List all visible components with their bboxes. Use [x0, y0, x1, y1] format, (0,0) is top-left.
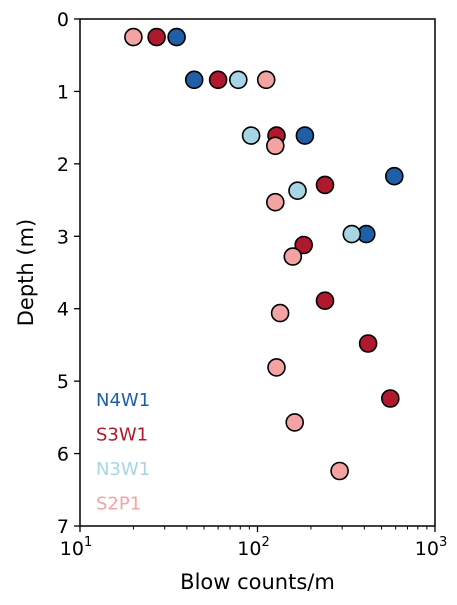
y-tick-label: 0 [57, 9, 69, 31]
point-n3w1 [342, 224, 362, 244]
y-axis: 0 1 2 3 4 5 6 7 [57, 9, 80, 538]
legend-entry-s3w1: S3W1 [96, 425, 148, 446]
point-s2p1 [283, 247, 303, 266]
point-s2p1 [267, 358, 286, 377]
point-n3w1 [241, 126, 261, 145]
point-s2p1 [330, 461, 349, 481]
plot-frame [79, 18, 436, 527]
point-n4w1 [184, 70, 204, 90]
x-tick-label: 101 [60, 535, 92, 560]
y-tick-label: 4 [57, 299, 69, 321]
x-tick-label: 102 [237, 535, 269, 560]
y-tick-label: 5 [57, 371, 69, 393]
point-s3w1 [294, 235, 314, 255]
point-s2p1 [256, 70, 276, 90]
y-tick-label: 3 [57, 226, 69, 248]
point-s3w1 [315, 291, 335, 311]
point-s3w1 [380, 389, 400, 408]
y-axis-label: Depth (m) [14, 219, 38, 326]
legend-entry-n3w1: N3W1 [96, 459, 150, 480]
y-tick-label: 7 [57, 516, 69, 538]
legend: N4W1 S3W1 N3W1 S2P1 [96, 390, 150, 515]
point-s3w1 [147, 27, 166, 47]
y-tick-label: 1 [57, 81, 69, 103]
point-s3w1 [315, 175, 335, 195]
point-n4w1 [295, 126, 315, 145]
y-tick-label: 2 [57, 154, 69, 176]
x-tick-label: 103 [415, 535, 447, 560]
x-axis-label: Blow counts/m [180, 570, 335, 594]
legend-entry-n4w1: N4W1 [96, 390, 150, 411]
legend-entry-s2p1: S2P1 [96, 494, 141, 515]
point-s2p1 [124, 27, 143, 47]
point-s3w1 [208, 70, 228, 90]
point-s3w1 [358, 334, 378, 353]
y-tick-label: 6 [57, 444, 69, 466]
point-s2p1 [270, 303, 290, 323]
point-n4w1 [167, 27, 186, 47]
point-n3w1 [229, 70, 248, 90]
point-s2p1 [285, 413, 305, 432]
point-s2p1 [265, 136, 285, 156]
point-s2p1 [265, 192, 285, 212]
point-n4w1 [384, 166, 404, 186]
x-axis: 101 102 103 [60, 526, 447, 560]
point-n3w1 [288, 181, 307, 200]
data-points [124, 27, 404, 481]
